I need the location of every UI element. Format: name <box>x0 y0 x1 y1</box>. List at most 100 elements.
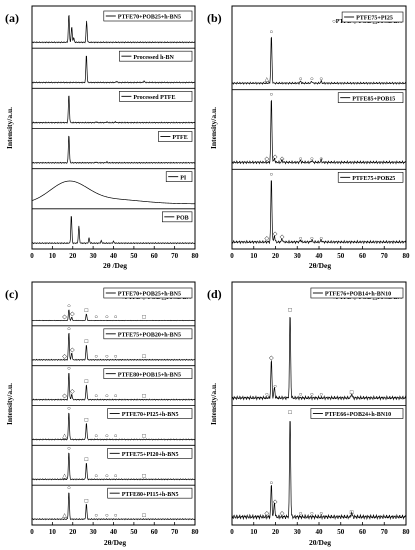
peak-marker: ◇ <box>70 311 75 317</box>
x-tick-label: 10 <box>49 528 57 536</box>
series-legend-label: PTFE75+POB25 <box>352 176 395 182</box>
peak-marker: ○ <box>94 473 98 479</box>
series-line <box>231 421 407 521</box>
peak-marker: △ <box>62 433 67 439</box>
peak-marker: □ <box>85 379 89 385</box>
peak-marker: □ <box>142 354 146 360</box>
peak-marker: ○ <box>273 384 277 390</box>
x-tick-label: 70 <box>381 528 389 536</box>
peak-marker: ○ <box>270 172 274 178</box>
panel-c: (c) 2θ/Deg Intensity/a.u. 0 10 20 30 40 50 60 70 80… <box>5 281 199 547</box>
series-legend-label: PTFE76+POB14+h-BN10 <box>325 292 391 298</box>
peak-marker: ◇ <box>280 235 285 241</box>
peak-marker: □ <box>85 308 89 314</box>
series-line <box>231 36 407 85</box>
series-legend-label: PTFE75+PI20+h-BN5 <box>122 452 179 458</box>
y-axis-label: Intensity/a.u. <box>5 383 14 425</box>
plot-frame <box>231 5 407 250</box>
peak-marker: ○ <box>94 314 98 320</box>
peak-marker: ○ <box>67 326 71 332</box>
peak-marker: ○ <box>319 392 323 398</box>
series-legend-box <box>119 91 193 102</box>
x-tick-label: 30 <box>90 528 98 536</box>
series-line <box>31 332 196 361</box>
x-tick-label: 30 <box>294 528 302 536</box>
series-line <box>31 135 196 164</box>
series-line <box>31 180 195 205</box>
series-line <box>31 492 196 521</box>
peak-marker: ◇ <box>264 511 269 517</box>
x-axis-label: 2θ/Deg <box>309 261 331 270</box>
series-legend-label: PTFE80+POB15+h-BN5 <box>118 372 181 378</box>
x-axis-label: 2θ/Deg <box>104 538 126 547</box>
series-legend-box <box>310 408 404 419</box>
series-2: PTFE75+POB20+h-BN5 ◇ ○ ◇ □ ○ ○ ○ □ <box>31 326 196 361</box>
series-3: PTFE75+POB25◇○◇◇ ○ ○ ○ <box>231 172 407 245</box>
x-tick-label: 0 <box>30 528 34 536</box>
peak-marker: ○ <box>67 406 71 412</box>
peak-marker: ○ <box>67 304 71 310</box>
peak-marker: ○ <box>114 473 118 479</box>
peak-marker: ○ <box>94 354 98 360</box>
series-legend-box <box>119 50 193 62</box>
peak-marker: ○ <box>105 394 109 400</box>
peak-marker: ○ <box>299 392 303 398</box>
series-legend-box <box>162 211 193 223</box>
peak-marker: ○ <box>67 486 71 492</box>
series-line <box>231 99 407 165</box>
series-1: PTFE70+POB25+h-BN5◇○◇□○ ○ ○ □ <box>31 287 196 322</box>
x-tick-label: 50 <box>337 252 345 260</box>
series-line <box>31 412 196 441</box>
series-legend-label: PTFE66+POB24+h-BN10 <box>325 412 391 418</box>
series-legend-label: PTFE <box>172 135 187 141</box>
peak-marker: ○ <box>319 236 323 242</box>
series-legend-label: PI <box>180 175 187 181</box>
panel-label: (a) <box>5 11 19 25</box>
x-tick-label: 20 <box>69 528 77 536</box>
x-tick-label: 60 <box>359 528 367 536</box>
panel-label: (c) <box>5 287 18 301</box>
peak-marker: ○ <box>310 511 314 517</box>
series-line <box>231 317 407 401</box>
panel-a: (a) 2θ /Deg Intensity/a.u. 0 10 20 30 40 50 60 70 8… <box>5 5 199 270</box>
x-tick-label: 20 <box>272 252 280 260</box>
peak-marker: △ <box>62 513 67 519</box>
peak-marker: □ <box>142 394 146 400</box>
series-1: PTFE70+POB25+h-BN5 <box>31 10 196 44</box>
series-legend-box <box>337 92 404 103</box>
series-2: PTFE66+POB24+h-BN10◇○◇◇□○ ○ ○ □ <box>231 408 407 521</box>
peak-marker: ○ <box>67 366 71 372</box>
x-tick-label: 60 <box>359 252 367 260</box>
peak-marker: ○ <box>319 77 323 83</box>
peak-marker: ◇ <box>280 511 285 517</box>
peak-marker: ○ <box>270 30 274 36</box>
x-axis-label: 2θ /Deg <box>103 261 127 270</box>
peak-marker: □ <box>142 513 146 519</box>
x-tick-label: 70 <box>171 528 179 536</box>
x-tick-label: 70 <box>171 252 179 260</box>
peak-marker: □ <box>350 510 354 516</box>
series-line <box>31 95 196 124</box>
series-legend-box <box>337 172 404 183</box>
peak-marker: ○ <box>319 511 323 517</box>
peak-marker: ○ <box>114 394 118 400</box>
series-legend-label: POB <box>176 215 188 221</box>
peak-marker: ○ <box>310 236 314 242</box>
peak-marker: □ <box>350 390 354 396</box>
panel-b: (b) 2θ/Deg Intensity/a.u. 0 10 20 30 40 50 60 70 80… <box>207 5 410 270</box>
peak-marker: ○ <box>114 354 118 360</box>
peak-marker: ○ <box>319 156 323 162</box>
panel-label: (d) <box>207 287 222 301</box>
series-legend-label: PTFE85+POB15 <box>352 96 395 102</box>
peak-marker: ○ <box>105 513 109 519</box>
peak-marker: ◇ <box>70 389 75 395</box>
peak-marker: ○ <box>114 433 118 439</box>
series-6: POB <box>31 211 196 245</box>
peak-marker: ○ <box>299 236 303 242</box>
peak-marker: ◇ <box>62 354 67 360</box>
x-tick-label: 40 <box>316 252 324 260</box>
series-legend-label: PTFE75+PI25 <box>356 16 393 22</box>
peak-marker: □ <box>288 410 292 416</box>
series-legend-box <box>341 11 404 23</box>
